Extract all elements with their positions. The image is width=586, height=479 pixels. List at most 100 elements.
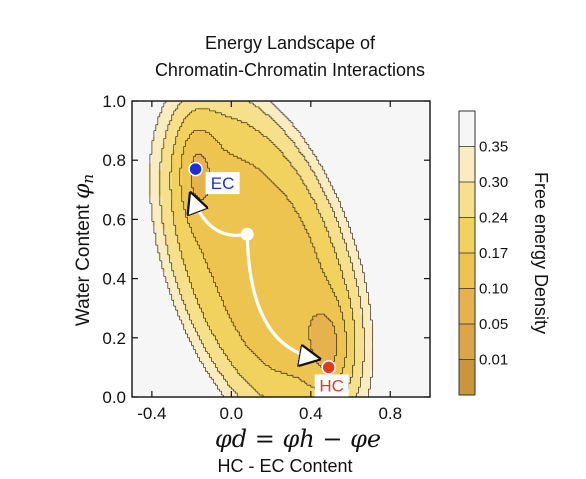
contour-cell (307, 324, 312, 329)
contour-cell (290, 170, 295, 174)
contour-cell (310, 255, 315, 260)
contour-cell (208, 160, 213, 165)
contour-cell (151, 239, 156, 244)
contour-cell (241, 272, 246, 276)
contour-cell (175, 186, 179, 191)
contour-cell (145, 393, 150, 397)
contour-cell (287, 370, 292, 375)
contour-cell (228, 235, 232, 240)
contour-cell (138, 170, 143, 174)
contour-cell (214, 245, 219, 250)
contour-cell (281, 216, 285, 220)
contour-cell (294, 318, 299, 322)
contour-cell (218, 166, 222, 171)
contour-cell (284, 189, 289, 194)
contour-cell (290, 216, 295, 220)
contour-cell (151, 291, 156, 296)
contour-cell (284, 104, 289, 109)
contour-cell (274, 173, 279, 178)
contour-cell (171, 308, 176, 313)
contour-cell (184, 176, 189, 181)
contour-cell (132, 262, 136, 267)
contour-cell (294, 311, 299, 316)
contour-cell (251, 295, 256, 299)
contour-cell (214, 268, 219, 273)
contour-cell (300, 387, 305, 392)
contour-cell (211, 124, 216, 128)
contour-cell (281, 321, 285, 326)
contour-cell (211, 242, 216, 247)
contour-cell (181, 252, 186, 257)
contour-cell (261, 137, 266, 142)
contour-cell (231, 140, 236, 145)
contour-cell (221, 196, 226, 201)
contour-cell (300, 101, 305, 105)
contour-cell (138, 117, 143, 122)
contour-cell (184, 242, 189, 247)
contour-cell (218, 255, 222, 260)
contour-cell (178, 130, 183, 135)
contour-cell (237, 291, 242, 296)
contour-cell (138, 285, 143, 290)
contour-cell (267, 183, 272, 188)
contour-cell (191, 285, 196, 290)
contour-cell (211, 288, 216, 293)
contour-cell (274, 133, 279, 138)
contour-cell (231, 265, 236, 270)
contour-cell (161, 327, 166, 332)
contour-cell (307, 314, 312, 319)
contour-cell (204, 127, 209, 132)
contour-cell (194, 140, 199, 145)
contour-cell (181, 275, 186, 280)
contour-cell (175, 216, 179, 220)
contour-cell (204, 380, 209, 385)
contour-cell (171, 380, 176, 385)
contour-cell (271, 272, 275, 276)
contour-cell (191, 377, 196, 382)
contour-cell (267, 160, 272, 165)
contour-cell (155, 341, 160, 345)
contour-cell (175, 272, 179, 276)
contour-cell (141, 114, 146, 119)
contour-cell (165, 137, 170, 142)
contour-cell (201, 350, 206, 355)
contour-cell (132, 380, 136, 385)
contour-cell (218, 147, 222, 151)
contour-cell (284, 124, 289, 128)
contour-cell (188, 133, 193, 138)
contour-cell (237, 242, 242, 247)
contour-cell (184, 163, 189, 168)
contour-cell (194, 354, 199, 359)
contour-cell (274, 318, 279, 322)
contour-cell (267, 360, 272, 365)
contour-cell (281, 202, 285, 207)
contour-cell (234, 370, 239, 375)
contour-cell (135, 301, 140, 306)
contour-cell (141, 311, 146, 316)
contour-cell (161, 262, 166, 267)
contour-cell (175, 229, 179, 234)
contour-cell (234, 301, 239, 306)
contour-cell (244, 170, 249, 174)
contour-cell (228, 110, 232, 115)
contour-cell (194, 364, 199, 368)
contour-cell (148, 242, 153, 247)
contour-cell (151, 314, 156, 319)
contour-cell (231, 133, 236, 138)
contour-cell (287, 308, 292, 313)
contour-cell (290, 183, 295, 188)
contour-cell (194, 344, 199, 349)
contour-cell (271, 380, 275, 385)
contour-cell (168, 393, 173, 397)
contour-cell (224, 124, 229, 128)
contour-cell (254, 321, 259, 326)
contour-cell (281, 196, 285, 201)
contour-cell (277, 166, 282, 171)
contour-cell (281, 193, 285, 197)
contour-cell (138, 235, 143, 240)
contour-cell (158, 216, 163, 220)
contour-cell (224, 281, 229, 286)
contour-cell (141, 176, 146, 181)
contour-cell (191, 321, 196, 326)
contour-cell (247, 252, 252, 257)
